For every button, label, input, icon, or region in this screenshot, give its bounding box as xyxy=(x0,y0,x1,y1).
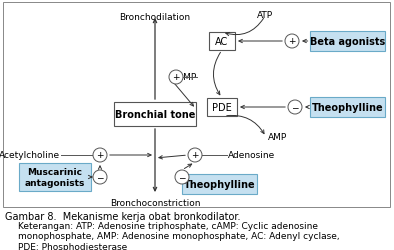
Text: cAMP: cAMP xyxy=(173,73,197,82)
Bar xyxy=(209,33,235,51)
Circle shape xyxy=(93,148,107,162)
Text: +: + xyxy=(172,73,180,82)
Text: +: + xyxy=(191,151,199,160)
Circle shape xyxy=(285,35,299,49)
Text: −: − xyxy=(291,103,299,112)
Text: Acetylcholine: Acetylcholine xyxy=(0,151,60,160)
Text: −: − xyxy=(96,173,104,182)
Text: Bronchodilation: Bronchodilation xyxy=(119,13,191,22)
Text: Theophylline: Theophylline xyxy=(184,179,256,189)
Bar xyxy=(114,102,196,126)
Bar xyxy=(182,174,258,194)
Text: Adenosine: Adenosine xyxy=(228,151,275,160)
Text: Theophylline: Theophylline xyxy=(312,102,384,113)
Circle shape xyxy=(93,170,107,184)
Text: Bronchial tone: Bronchial tone xyxy=(115,110,195,120)
Bar xyxy=(3,3,390,207)
Text: Bronchoconstriction: Bronchoconstriction xyxy=(110,198,200,207)
Text: ATP: ATP xyxy=(257,11,273,20)
Text: Gambar 8.  Mekanisme kerja obat bronkodilator.: Gambar 8. Mekanisme kerja obat bronkodil… xyxy=(5,211,240,221)
Text: Muscarinic
antagonists: Muscarinic antagonists xyxy=(25,168,85,187)
Text: +: + xyxy=(96,151,104,160)
Text: PDE: PDE xyxy=(212,102,232,113)
Bar xyxy=(310,98,385,117)
Bar xyxy=(310,32,385,52)
Text: Keterangan: ATP: Adenosine triphosphate, cAMP: Cyclic adenosine
monophosphate, A: Keterangan: ATP: Adenosine triphosphate,… xyxy=(18,221,340,250)
Bar xyxy=(19,163,91,191)
Circle shape xyxy=(169,71,183,85)
Text: +: + xyxy=(288,37,296,46)
Text: AMP: AMP xyxy=(268,133,287,142)
Circle shape xyxy=(188,148,202,162)
Text: AC: AC xyxy=(216,37,229,47)
Circle shape xyxy=(175,170,189,184)
Text: Beta agonists: Beta agonists xyxy=(310,37,386,47)
Bar xyxy=(207,98,237,116)
Circle shape xyxy=(288,100,302,114)
Text: −: − xyxy=(178,173,186,182)
